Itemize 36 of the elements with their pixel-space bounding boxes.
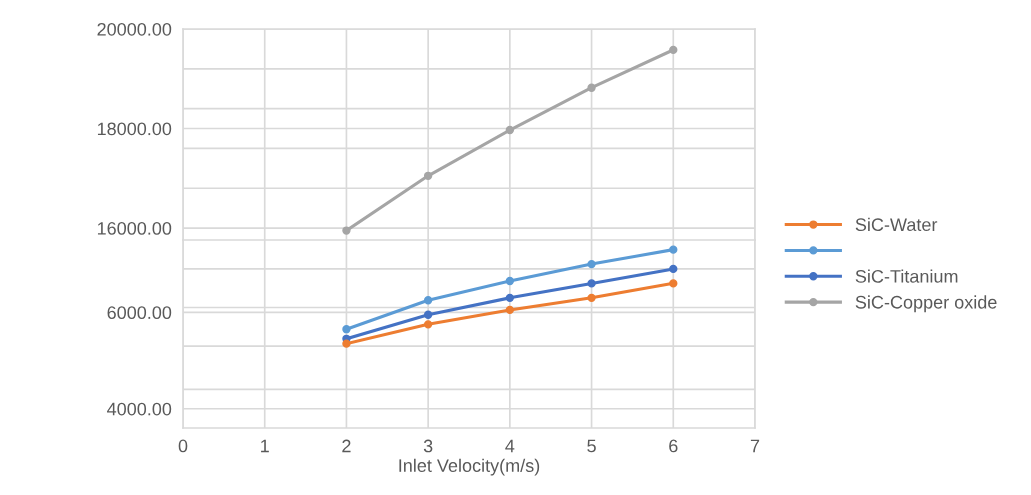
x-tick-label: 5 [587,439,596,453]
x-tick-label: 7 [750,439,760,453]
point [423,171,433,180]
x-tick-label: 0 [178,439,188,453]
point [669,45,678,55]
y-tick-label: 16000.00 [97,221,172,235]
point [669,279,678,288]
x-tick-label: 4 [505,439,515,453]
y-tick-label: 18000.00 [97,122,172,136]
x-tick-label: 6 [669,439,678,453]
point [587,293,596,303]
y-tick-label: 4000.00 [107,402,172,416]
point [342,339,351,348]
point [342,226,351,235]
y-tick-label: 20000.00 [97,22,172,36]
point [505,293,515,303]
point [669,245,678,254]
legend-label: SiC-Copper oxide [855,295,997,313]
point [505,125,515,135]
x-axis-title: Inlet Velocity(m/s) [399,458,540,476]
legend-label: SiC-Titanium [855,269,958,283]
point [587,83,596,92]
x-tick-label: 2 [342,439,351,453]
x-tick-label: 3 [423,439,433,453]
x-tick-label: 1 [261,439,269,453]
point [505,276,515,286]
point [505,305,515,315]
point [423,310,433,319]
point [423,320,433,329]
point [587,259,596,269]
point [342,325,351,334]
point [669,264,678,274]
legend-label: SiC-Water [855,217,938,232]
point [587,279,596,288]
point [423,296,433,305]
y-tick-label: 6000.00 [107,306,172,320]
